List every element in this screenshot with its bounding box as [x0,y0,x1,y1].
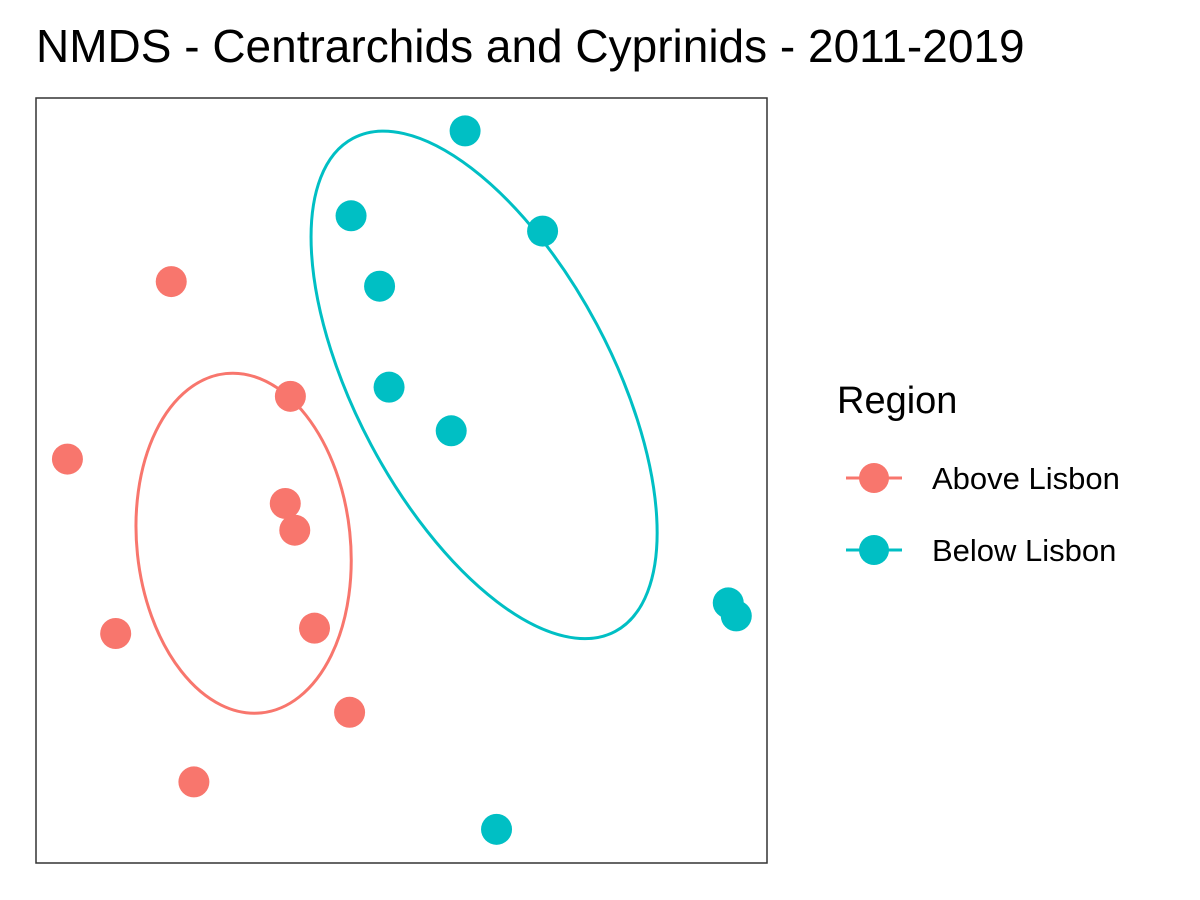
data-point-above-lisbon-3 [274,380,306,412]
confidence-ellipse-above-lisbon [134,371,353,715]
confidence-ellipse-below-lisbon [309,129,659,641]
data-point-above-lisbon-2 [51,443,83,475]
data-point-below-lisbon-4 [364,270,396,302]
data-point-below-lisbon-2 [335,200,367,232]
legend-label-above-lisbon: Above Lisbon [932,461,1120,496]
data-point-above-lisbon-5 [279,514,311,546]
legend-key-dot-above-lisbon [859,463,889,493]
legend-title: Region [837,380,957,422]
plot-panel-border [35,97,768,864]
data-point-above-lisbon-8 [334,696,366,728]
data-point-above-lisbon-9 [178,766,210,798]
data-point-below-lisbon-3 [527,215,559,247]
legend-entry-above-lisbon: Above Lisbon [846,461,1120,496]
data-point-above-lisbon-1 [155,266,187,298]
data-point-below-lisbon-9 [481,813,513,845]
legend: Region Above Lisbon Below Lisbon [837,380,1120,568]
plot-area [35,97,768,864]
data-point-below-lisbon-6 [435,415,467,447]
data-point-above-lisbon-7 [299,612,331,644]
ellipse-layer [134,129,659,715]
legend-entry-below-lisbon: Below Lisbon [846,533,1116,568]
legend-label-below-lisbon: Below Lisbon [932,533,1116,568]
data-point-above-lisbon-6 [100,618,132,649]
data-point-below-lisbon-8 [720,600,752,632]
legend-key-dot-below-lisbon [859,535,889,565]
data-point-below-lisbon-5 [373,371,405,403]
data-point-above-lisbon-4 [269,487,301,519]
points-layer [51,115,752,845]
data-point-below-lisbon-1 [449,115,481,147]
chart-title: NMDS - Centrarchids and Cyprinids - 2011… [36,20,1025,72]
